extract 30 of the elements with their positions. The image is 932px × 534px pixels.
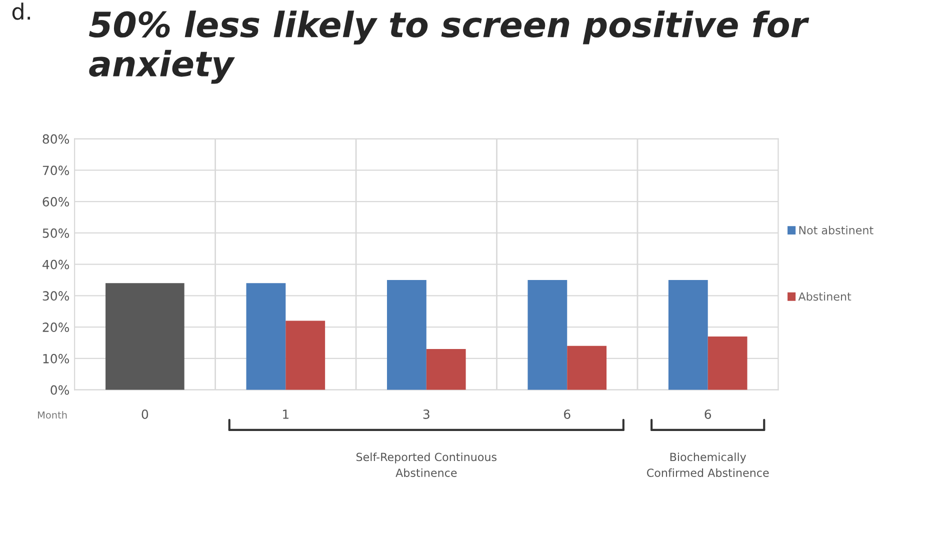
y-tick-label: 40%: [42, 260, 70, 270]
x-tick-label: 0: [142, 409, 148, 419]
bar: [426, 349, 466, 390]
y-tick-label: 0%: [50, 385, 70, 395]
y-tick-label: 60%: [42, 197, 70, 207]
y-tick-label: 30%: [42, 291, 70, 301]
bar: [668, 280, 708, 390]
bar: [106, 283, 184, 390]
bar: [528, 280, 568, 390]
text: d.: [12, 2, 30, 20]
bar: [708, 336, 748, 390]
y-tick-label: 80%: [42, 134, 70, 144]
x-tick-label: 1: [283, 410, 288, 419]
x-tick-label: 6: [704, 409, 712, 419]
x-tick-label: 3: [423, 409, 430, 419]
x-tick-label: 6: [564, 409, 570, 419]
bar: [386, 280, 426, 390]
chart-title: 50% less likely to screen positive for anxiety: [88, 10, 810, 84]
text: Biochemically Confirmed Abstinence: [646, 452, 769, 477]
legend-label: Abstinent: [798, 292, 852, 301]
bar: [286, 320, 326, 390]
x-axis-title: Month: [38, 411, 67, 419]
y-tick-label: 10%: [43, 354, 70, 364]
y-tick-label: 50%: [42, 228, 70, 238]
bar: [567, 346, 607, 390]
y-tick-label: 70%: [42, 166, 70, 176]
legend-label: Not abstinent: [799, 226, 874, 234]
text: Self-Reported Continuous Abstinence: [356, 452, 496, 477]
y-tick-label: 20%: [42, 322, 70, 332]
bar: [246, 283, 286, 390]
